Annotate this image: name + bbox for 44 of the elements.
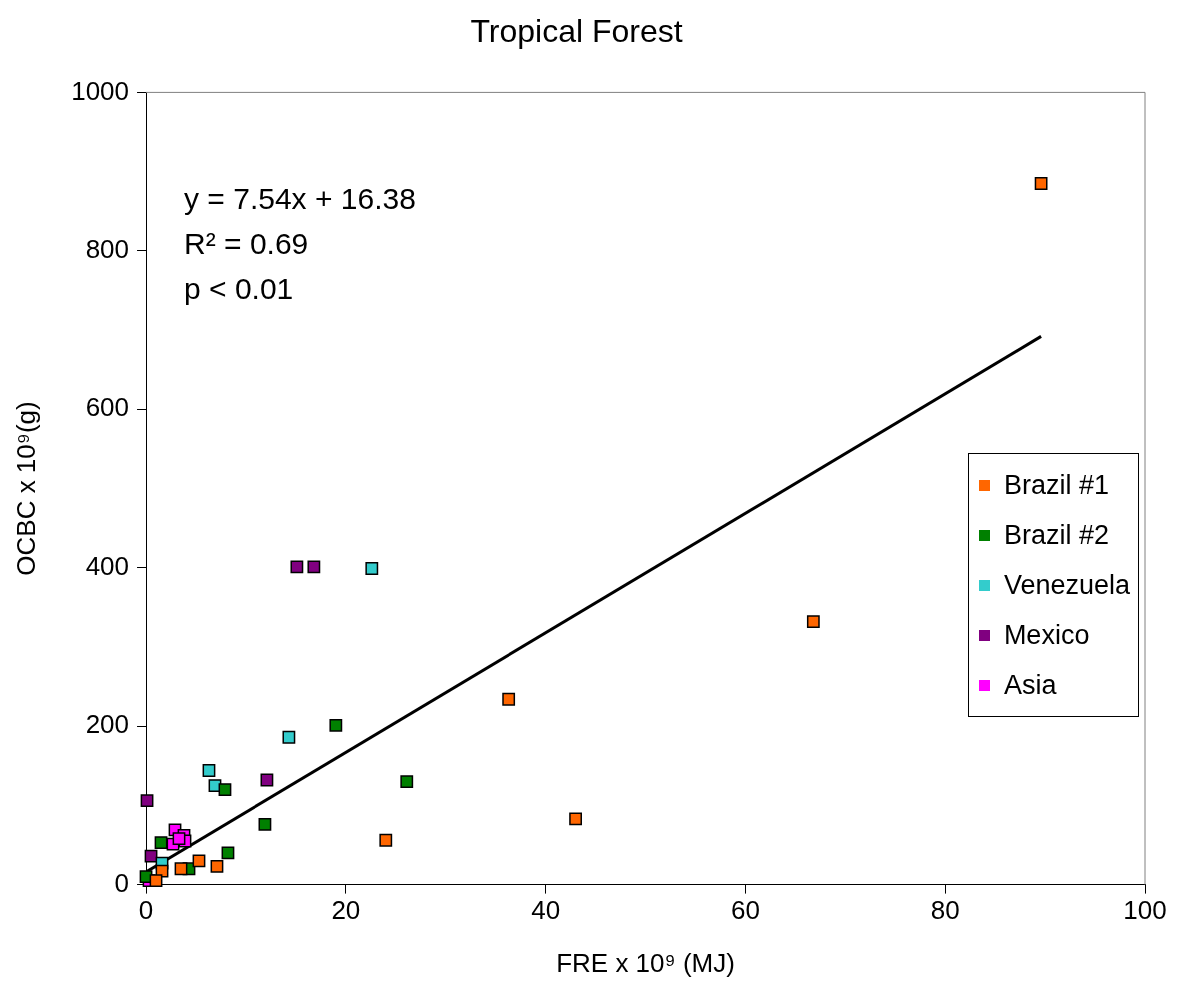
legend-label: Venezuela	[1003, 569, 1130, 602]
y-tick-label: 0	[114, 867, 130, 898]
y-tick-label: 600	[85, 392, 130, 423]
chart-title: Tropical Forest	[470, 13, 683, 50]
annotation: R² = 0.69	[184, 226, 309, 260]
point	[174, 862, 188, 876]
annotation: p < 0.01	[184, 271, 294, 305]
legend-label: Asia	[1003, 669, 1057, 702]
point	[502, 692, 516, 706]
y-tick-label: 800	[85, 234, 130, 265]
x-tick-label: 100	[1123, 895, 1167, 926]
point	[379, 833, 393, 847]
point	[172, 832, 186, 846]
y-tick-label: 400	[85, 550, 130, 581]
point	[258, 817, 272, 831]
point	[192, 854, 206, 868]
y-tick-label: 200	[85, 709, 130, 740]
point	[290, 560, 304, 574]
legend-label: Brazil #1	[1003, 469, 1109, 502]
point	[307, 560, 321, 574]
point	[154, 836, 168, 850]
x-tick-label: 20	[331, 895, 361, 926]
point	[218, 783, 232, 796]
x-tick-label: 60	[730, 895, 760, 926]
x-tick-label: 0	[138, 895, 154, 926]
legend-label: Mexico	[1003, 619, 1090, 652]
point	[329, 718, 343, 732]
point	[149, 874, 163, 888]
point	[140, 794, 154, 808]
point	[210, 859, 224, 873]
annotation: y = 7.54x + 16.38	[184, 181, 416, 215]
point	[282, 730, 296, 744]
x-axis-title: FRE x 10⁹ (MJ)	[556, 947, 735, 978]
y-tick-label: 1000	[71, 75, 130, 106]
x-tick-label: 40	[531, 895, 561, 926]
point	[202, 764, 216, 777]
point	[365, 562, 379, 575]
point	[1034, 177, 1048, 190]
point	[806, 615, 820, 628]
x-tick-label: 80	[930, 895, 960, 926]
legend-label: Brazil #2	[1003, 519, 1109, 552]
point	[569, 812, 582, 826]
point	[400, 775, 414, 789]
y-axis-title: OCBC x 10⁹(g)	[10, 401, 41, 576]
